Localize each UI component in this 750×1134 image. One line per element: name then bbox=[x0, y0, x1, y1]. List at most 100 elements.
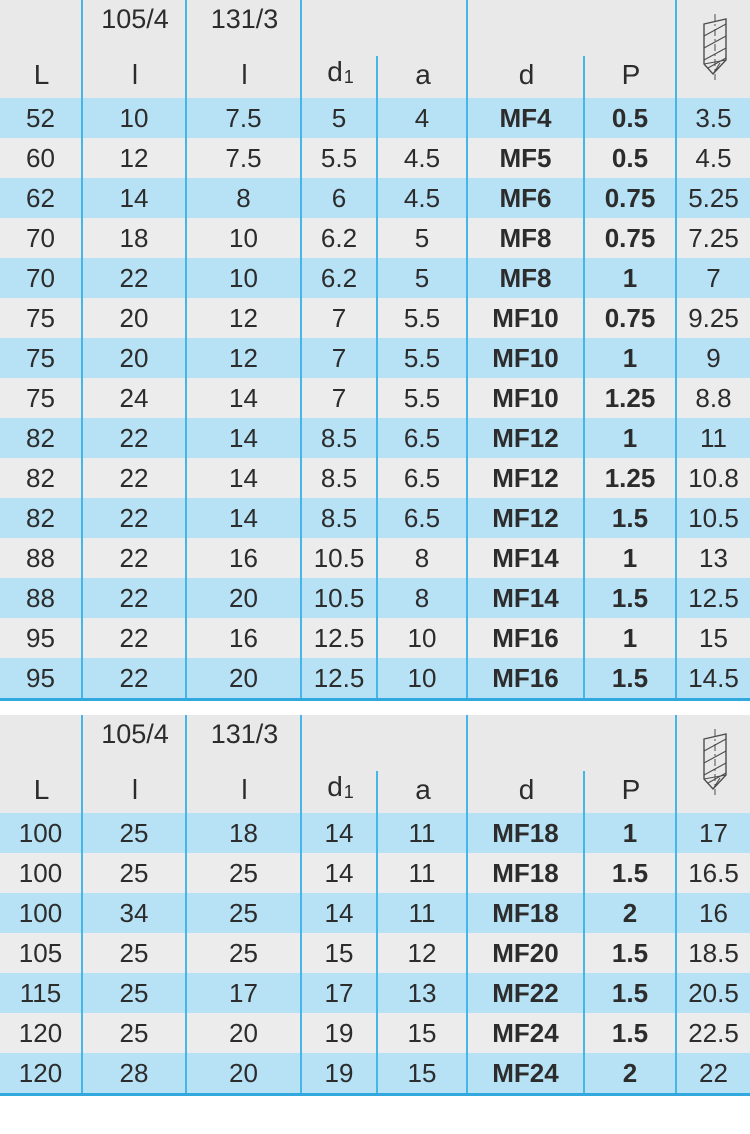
table-row: 75 20 12 7 5.5 MF10 0.75 9.25 bbox=[0, 298, 750, 338]
table-cell: 8.5 bbox=[302, 458, 378, 498]
table-cell: 1.5 bbox=[585, 658, 677, 698]
table-cell: 25 bbox=[83, 933, 187, 973]
table-cell: 14 bbox=[187, 378, 302, 418]
table-cell: 11 bbox=[378, 853, 468, 893]
table-cell: 100 bbox=[0, 853, 83, 893]
table-row: 115 25 17 17 13 MF22 1.5 20.5 bbox=[0, 973, 750, 1013]
table-cell: 10 bbox=[378, 658, 468, 698]
table-cell: 16.5 bbox=[688, 858, 739, 888]
table-cell: 22 bbox=[83, 458, 187, 498]
table-cell: 22 bbox=[83, 618, 187, 658]
table-cell: 6.5 bbox=[378, 458, 468, 498]
table-row: 95 22 16 12.5 10 MF16 1 15 bbox=[0, 618, 750, 658]
series-label-131-3: 131/3 bbox=[210, 4, 279, 34]
table-cell: MF14 bbox=[468, 578, 585, 618]
table-cell: 8 bbox=[378, 578, 468, 618]
spec-table: L 105/4 l 131/3 l d1 a d P bbox=[0, 715, 750, 1096]
header-cell-d1: d1 bbox=[302, 715, 378, 813]
table-cell: 12 bbox=[83, 138, 187, 178]
table-cell: 5 bbox=[378, 218, 468, 258]
header-cell-l-105-4: 105/4 l bbox=[83, 0, 187, 98]
table-cell: 19 bbox=[302, 1013, 378, 1053]
table-cell: MF24 bbox=[468, 1013, 585, 1053]
table-cell: 18 bbox=[187, 813, 302, 853]
table-row: 82 22 14 8.5 6.5 MF12 1.25 10.8 bbox=[0, 458, 750, 498]
column-label-d1: d1 bbox=[327, 771, 354, 803]
table-cell: 10.5 bbox=[688, 503, 739, 533]
table-cell: 6.2 bbox=[302, 218, 378, 258]
table-row: 100 25 18 14 11 MF18 1 17 bbox=[0, 813, 750, 853]
table-row: 100 25 25 14 11 MF18 1.5 16.5 bbox=[0, 853, 750, 893]
table-cell: 8.5 bbox=[302, 498, 378, 538]
table-cell: 16 bbox=[699, 898, 728, 928]
table-cell: 10.5 bbox=[302, 538, 378, 578]
column-label-d: d bbox=[518, 774, 535, 805]
table-cell: 12.5 bbox=[688, 583, 739, 613]
table-cell: 1.5 bbox=[585, 1013, 677, 1053]
table-cell: 7.5 bbox=[187, 138, 302, 178]
series-label-105-4: 105/4 bbox=[101, 719, 169, 749]
table-cell: 24 bbox=[83, 378, 187, 418]
column-label-d1: d1 bbox=[327, 56, 354, 88]
table-cell: 13 bbox=[699, 543, 728, 573]
table-cell: 52 bbox=[0, 98, 83, 138]
table-cell: 4.5 bbox=[378, 178, 468, 218]
table-row: 75 24 14 7 5.5 MF10 1.25 8.8 bbox=[0, 378, 750, 418]
table-cell: 15 bbox=[378, 1053, 468, 1093]
table-cell: 5.5 bbox=[378, 338, 468, 378]
table-cell: 70 bbox=[0, 218, 83, 258]
table-cell: 7.5 bbox=[187, 98, 302, 138]
table-cell: MF18 bbox=[468, 893, 585, 933]
table-cell: 95 bbox=[0, 618, 83, 658]
table-cell: 1.5 bbox=[585, 933, 677, 973]
drill-bit-icon bbox=[677, 14, 750, 82]
table-cell: 22 bbox=[699, 1058, 728, 1088]
table-cell: 18.5 bbox=[688, 938, 739, 968]
table-cell: 9 bbox=[706, 343, 721, 373]
table-cell: 16 bbox=[187, 618, 302, 658]
table-cell: 0.5 bbox=[585, 138, 677, 178]
table-cell: 5.25 bbox=[688, 183, 739, 213]
table-cell: 25 bbox=[187, 853, 302, 893]
table-cell: 95 bbox=[0, 658, 83, 698]
table-cell: 17 bbox=[302, 973, 378, 1013]
table-row: 120 25 20 19 15 MF24 1.5 22.5 bbox=[0, 1013, 750, 1053]
table-cell: MF12 bbox=[468, 458, 585, 498]
table-cell: 10 bbox=[378, 618, 468, 658]
table-cell: 20.5 bbox=[688, 978, 739, 1008]
table-row: 95 22 20 12.5 10 MF16 1.5 14.5 bbox=[0, 658, 750, 698]
table-cell: 75 bbox=[0, 338, 83, 378]
table-cell: 11 bbox=[378, 813, 468, 853]
table-cell: 22 bbox=[83, 578, 187, 618]
table-cell: 15 bbox=[302, 933, 378, 973]
table-cell: 1 bbox=[585, 618, 677, 658]
table-row: 105 25 25 15 12 MF20 1.5 18.5 bbox=[0, 933, 750, 973]
table-header-row: L 105/4 l 131/3 l d1 a d P bbox=[0, 715, 750, 813]
header-cell-P: P bbox=[585, 0, 677, 98]
header-cell-l-131-3: 131/3 l bbox=[187, 0, 302, 98]
table-cell: 1 bbox=[585, 258, 677, 298]
table-cell: 28 bbox=[83, 1053, 187, 1093]
table-cell: 62 bbox=[0, 178, 83, 218]
table-cell: 105 bbox=[0, 933, 83, 973]
table-cell: MF12 bbox=[468, 418, 585, 458]
table-cell: 14 bbox=[187, 418, 302, 458]
table-cell: 19 bbox=[302, 1053, 378, 1093]
table-cell: 5.5 bbox=[378, 298, 468, 338]
table-cell: 2 bbox=[585, 893, 677, 933]
table-cell: MF8 bbox=[468, 258, 585, 298]
table-cell: 1 bbox=[585, 813, 677, 853]
header-cell-d1: d1 bbox=[302, 0, 378, 98]
table-cell: MF22 bbox=[468, 973, 585, 1013]
table-row: 60 12 7.5 5.5 4.5 MF5 0.5 4.5 bbox=[0, 138, 750, 178]
table-cell: 1.5 bbox=[585, 973, 677, 1013]
table-cell: 5 bbox=[302, 98, 378, 138]
table-cell: 22 bbox=[83, 658, 187, 698]
table-cell: 17 bbox=[699, 818, 728, 848]
table-cell: MF18 bbox=[468, 853, 585, 893]
table-cell: 82 bbox=[0, 418, 83, 458]
table-cell: 4 bbox=[378, 98, 468, 138]
table-cell: 82 bbox=[0, 458, 83, 498]
table-cell: 12 bbox=[187, 298, 302, 338]
header-cell-l-131-3: 131/3 l bbox=[187, 715, 302, 813]
